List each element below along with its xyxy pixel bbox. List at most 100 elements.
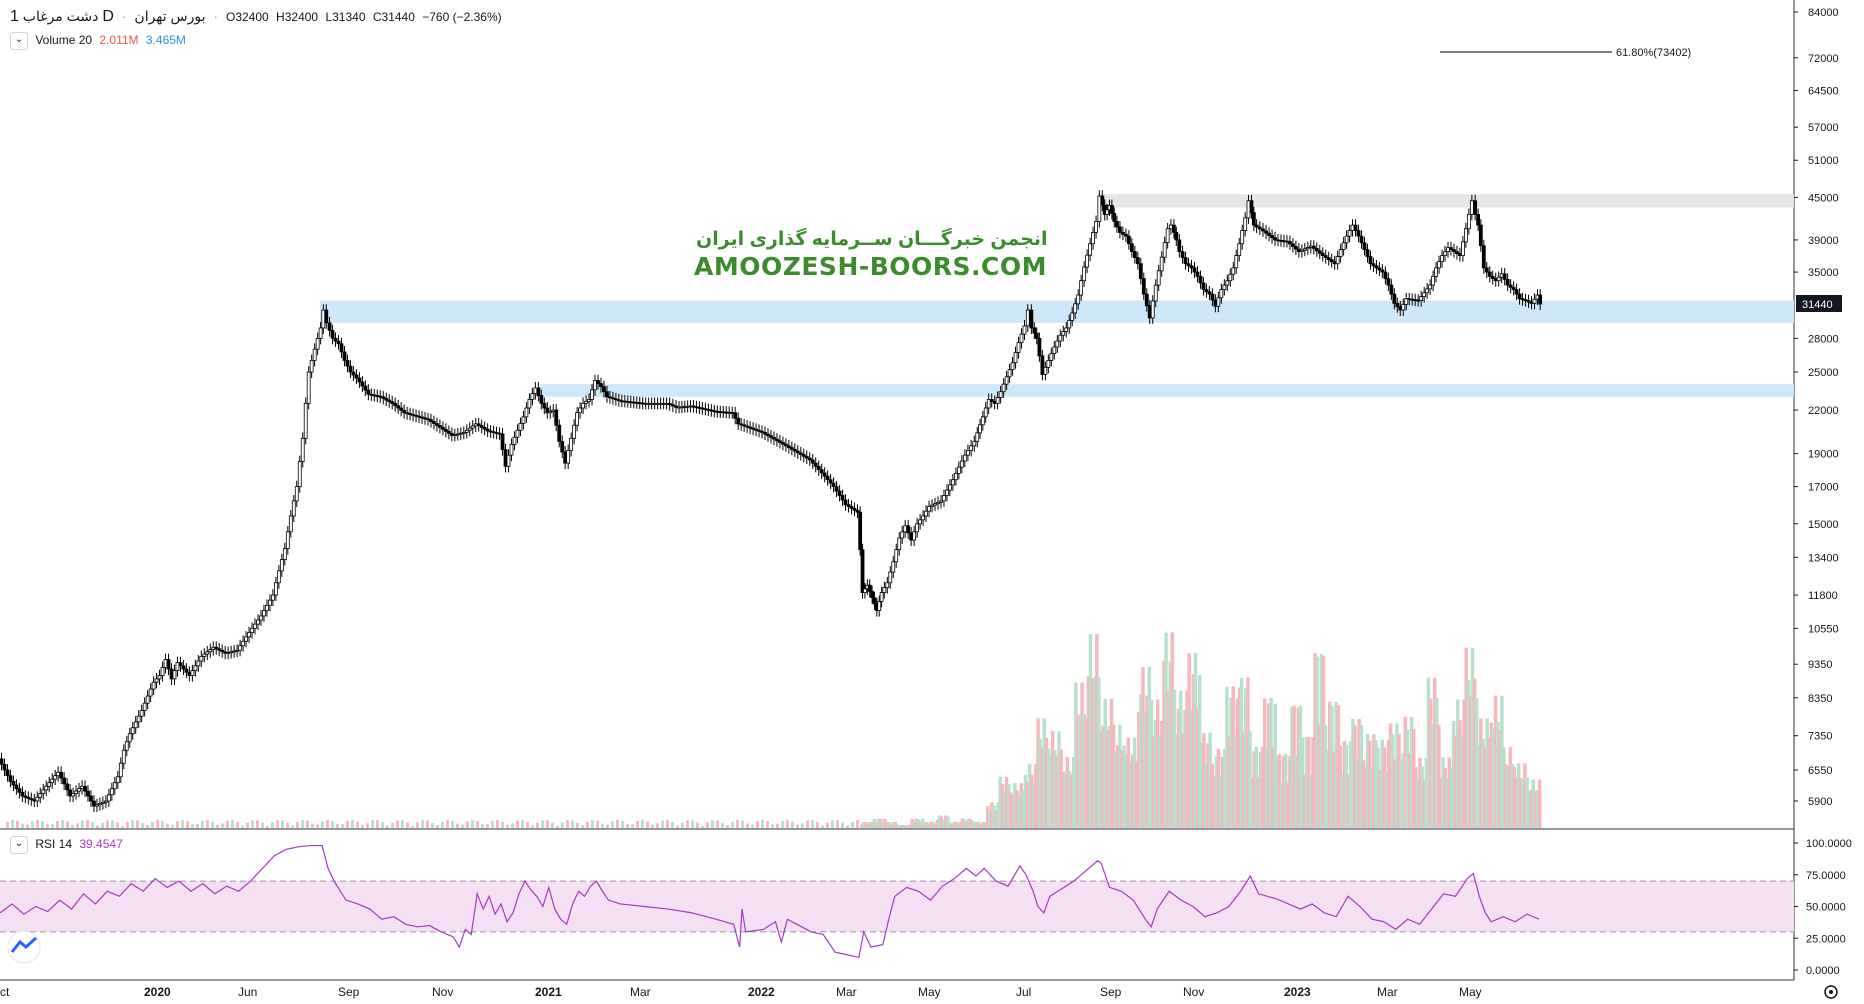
volume-bar [1399, 759, 1403, 828]
volume-bar [586, 821, 589, 828]
volume-bar [711, 820, 714, 828]
candle-body [187, 671, 192, 676]
candle-body [792, 448, 797, 452]
candle-body [539, 395, 544, 404]
candle-body [420, 416, 424, 419]
rsi-tick-label: 50.0000 [1806, 902, 1846, 914]
volume-bar [1111, 724, 1116, 828]
volume-legend[interactable]: ⌄ Volume 20 2.011M 3.465M [10, 32, 190, 50]
volume-bar [516, 820, 519, 828]
candle-body [1473, 200, 1478, 215]
fib-level[interactable]: 61.80%(73402) [1440, 47, 1691, 59]
candle-body [736, 417, 741, 425]
time-scale[interactable]: ct 2020 Jun Sep Nov 2021 Mar 2022 Mar May Jul Sep No… [0, 985, 1482, 999]
chevron-down-icon[interactable]: ⌄ [10, 32, 28, 50]
candle-body [877, 601, 882, 611]
candle-body [112, 782, 117, 790]
candle-body [1282, 240, 1286, 243]
candle-body [98, 803, 102, 806]
volume-bar [979, 823, 984, 828]
candle-body [1335, 256, 1340, 265]
chevron-down-icon[interactable]: ⌄ [10, 836, 28, 854]
candle-body [798, 452, 803, 455]
candle-body [998, 391, 1003, 398]
volume-bar [876, 818, 881, 828]
candle-body [354, 374, 359, 379]
volume-bar [969, 819, 973, 828]
price-tick-label: 35000 [1808, 267, 1839, 279]
volume-bar [1139, 694, 1143, 828]
gear-icon[interactable] [1824, 985, 1838, 999]
volume-bar [1239, 677, 1244, 828]
volume-bar [1078, 716, 1082, 828]
price-scale[interactable]: 84000 72000 64500 57000 51000 45000 39000 35000… [1794, 7, 1839, 808]
volume-bar [1349, 741, 1353, 828]
candle-body [399, 407, 404, 411]
volume-bar [1380, 739, 1384, 828]
tradingview-logo[interactable] [7, 930, 41, 964]
candle-body [1219, 289, 1224, 299]
candle-body [438, 425, 442, 428]
volume-bar [1132, 737, 1137, 828]
candle-body [467, 427, 472, 431]
candle-body [1198, 275, 1203, 284]
dot-icon: · [213, 8, 219, 24]
volume-bar [671, 821, 674, 828]
candle-body [435, 423, 439, 426]
candle-body [1100, 195, 1105, 206]
volume-bar [1122, 745, 1126, 828]
symbol-legend[interactable]: دشت مرغاب 1D · بورس تهران · O32400 H3240… [10, 8, 510, 26]
volume-bar [1101, 725, 1105, 828]
last-price-box [1796, 295, 1842, 312]
candle-body [393, 402, 398, 407]
candle-body [202, 653, 207, 657]
candle-body [936, 501, 940, 505]
candle-body [587, 399, 591, 402]
volume-bar [1241, 732, 1246, 828]
volume-bar [276, 820, 279, 828]
volume-bar [731, 821, 734, 828]
volume-bar [391, 822, 394, 828]
candle-body [924, 510, 928, 517]
volume-bar [1409, 717, 1414, 828]
volume-bar [1414, 766, 1418, 828]
rsi-scale[interactable]: 100.0000 75.0000 50.0000 25.0000 0.0000 [1794, 838, 1852, 977]
open-value: 32400 [235, 10, 269, 24]
candle-body [205, 651, 210, 655]
candle-body [730, 412, 735, 414]
candle-body [1091, 232, 1095, 245]
candle-body [414, 414, 418, 417]
candle-body [1234, 255, 1239, 269]
candle-body [50, 778, 55, 784]
volume-bar [973, 823, 977, 828]
volume-bar [141, 823, 144, 828]
volume-bar [511, 823, 514, 828]
volume-bar [1267, 703, 1271, 828]
price-tick-label: 17000 [1808, 482, 1839, 494]
volume-bar [996, 802, 1000, 828]
time-tick-label: Mar [836, 985, 857, 999]
rsi-legend[interactable]: ⌄ RSI 14 39.4547 [10, 836, 127, 854]
candle-body [2, 763, 7, 771]
candle-body [664, 402, 669, 405]
candle-body [945, 489, 949, 496]
candle-body [1019, 333, 1024, 344]
candle-body [309, 359, 314, 373]
zone-support-1 [320, 300, 1794, 323]
candle-body [1419, 296, 1424, 301]
volume-bar [271, 822, 274, 828]
candle-body [59, 771, 64, 779]
candle-body [772, 437, 776, 440]
zones [320, 194, 1794, 397]
volume-bar [889, 824, 893, 828]
candle-body [1264, 230, 1268, 234]
interval[interactable]: 1D [10, 8, 114, 25]
symbol-name[interactable]: دشت مرغاب [22, 8, 99, 24]
candle-body [509, 443, 514, 456]
volume-bar [1090, 678, 1095, 828]
volume-bar [1460, 736, 1464, 828]
candle-body [273, 582, 278, 596]
volume-bar [576, 823, 579, 828]
volume-bar [1063, 774, 1068, 828]
